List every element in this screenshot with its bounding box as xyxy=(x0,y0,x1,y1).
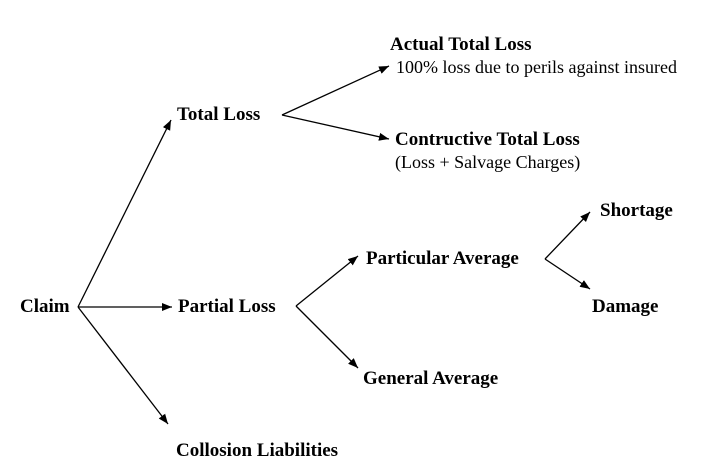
node-claim: Claim xyxy=(20,296,70,317)
constructive-total-loss-description: (Loss + Salvage Charges) xyxy=(395,152,581,172)
node-constructive-total-loss: Contructive Total Loss xyxy=(395,129,580,150)
actual-total-loss-description: 100% loss due to perils against insured xyxy=(396,57,677,77)
arrow-particular-average-to-shortage xyxy=(544,211,591,260)
node-damage: Damage xyxy=(592,296,659,317)
node-partial-loss: Partial Loss xyxy=(178,296,276,317)
arrow-claim-to-total-loss xyxy=(77,119,172,308)
arrow-particular-average-to-damage xyxy=(544,258,591,290)
arrow-claim-to-collision-liabilities xyxy=(77,306,169,425)
arrow-total-loss-to-constructive-total-loss xyxy=(281,114,390,141)
node-actual-total-loss: Actual Total Loss xyxy=(390,34,532,55)
arrow-partial-loss-to-general-average xyxy=(295,305,359,369)
node-total-loss: Total Loss xyxy=(177,104,261,125)
node-shortage: Shortage xyxy=(600,200,673,221)
node-collision-liabilities: Collosion Liabilities xyxy=(176,440,339,461)
node-general-average: General Average xyxy=(363,368,499,389)
node-particular-average: Particular Average xyxy=(366,248,519,269)
arrow-partial-loss-to-particular-average xyxy=(295,255,359,307)
arrow-total-loss-to-actual-total-loss xyxy=(281,65,390,116)
